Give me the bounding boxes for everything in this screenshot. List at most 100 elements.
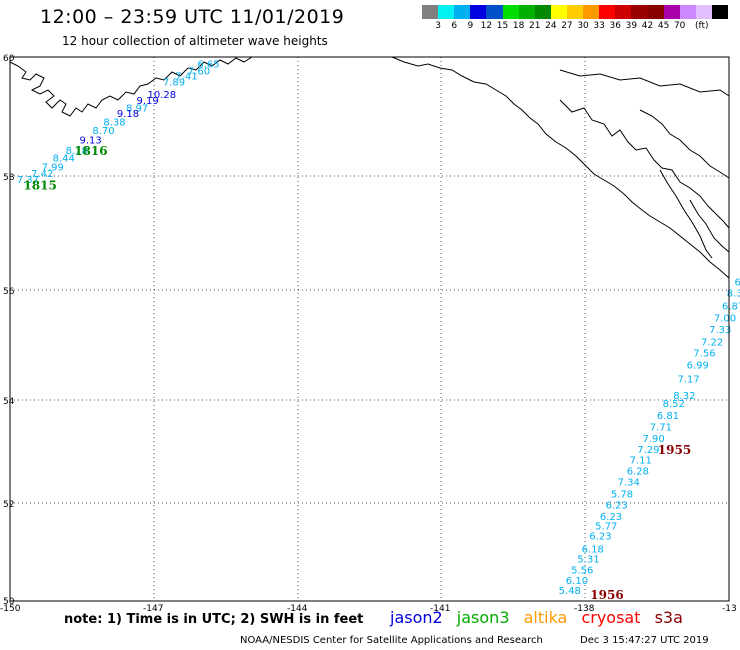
units-note: note: 1) Time is in UTC; 2) SWH is in fe… (64, 612, 364, 627)
wave-height-label: 5.48 (559, 586, 581, 597)
colorbar-swatch (470, 5, 487, 19)
wave-height-label: 7.56 (693, 349, 715, 360)
colorbar-label: 18 (512, 21, 525, 31)
wave-height-label: 7.71 (650, 422, 672, 433)
lat-label: 60 (3, 54, 15, 64)
colorbar-label: 42 (641, 21, 654, 31)
colorbar-label: 33 (593, 21, 605, 31)
wave-height-label: 6.23 (589, 531, 611, 542)
coastline-southeast-alaska (391, 56, 730, 279)
colorbar-swatch (502, 5, 519, 19)
lat-label: 52 (3, 500, 14, 510)
colorbar-swatch (599, 5, 616, 19)
coastline (9, 56, 730, 279)
wave-height-label: 9.13 (80, 135, 102, 146)
wave-height-label: 6.23 (600, 512, 622, 523)
wave-height-label: 7.33 (709, 325, 731, 336)
footer-timestamp: Dec 3 15:47:27 UTC 2019 (580, 635, 709, 646)
wave-height-colorbar (422, 5, 729, 19)
pass-time-label: 1815 (23, 179, 56, 193)
colorbar-label: 27 (561, 21, 573, 31)
wave-height-label: 5.56 (571, 566, 593, 577)
wave-height-label: 6.99 (687, 361, 709, 372)
wave-height-label: 8.70 (92, 126, 114, 137)
pass-time-label: 1956 (590, 588, 623, 602)
colorbar-swatch (422, 5, 439, 19)
wave-height-label: 8.32 (673, 391, 695, 402)
lat-label: 58 (3, 173, 15, 183)
coastline-inner-channels (559, 99, 730, 229)
wave-height-label: 7.37 (17, 175, 39, 186)
colorbar-label: 24 (545, 21, 557, 31)
wave-height-label: 9.19 (137, 96, 159, 107)
footer-credit: NOAA/NESDIS Center for Satellite Applica… (240, 635, 543, 646)
wave-height-label: 7.29 (637, 445, 659, 456)
pass-time-label: 1816 (74, 144, 107, 158)
colorbar-swatch (486, 5, 503, 19)
wave-height-label: 7.17 (678, 374, 700, 385)
colorbar-label: 36 (609, 21, 621, 31)
colorbar-label: 6 (451, 21, 458, 31)
lat-lon-grid (10, 57, 729, 601)
lon-label: -144 (287, 604, 308, 614)
legend-s3a: s3a (654, 608, 683, 627)
colorbar-label: 12 (480, 21, 493, 31)
wave-height-label: 8.97 (126, 104, 148, 115)
colorbar-swatch (438, 5, 455, 19)
satellite-legend: jason2 jason3 altika cryosat s3a (390, 608, 692, 627)
wave-height-label: 10.28 (148, 90, 177, 101)
lon-label: -147 (143, 604, 163, 614)
wave-height-label: 6.87 (722, 301, 740, 312)
legend-altika: altika (523, 608, 568, 627)
wave-height-label: 7.11 (630, 455, 652, 466)
colorbar-swatch (695, 5, 712, 19)
pass-time-label: 1955 (658, 443, 691, 457)
wave-height-label: 7.00 (714, 313, 736, 324)
colorbar-label: (ft) (695, 21, 709, 31)
lat-label: 56 (3, 287, 15, 297)
wave-height-label: 6.81 (657, 411, 679, 422)
colorbar-swatch (647, 5, 664, 19)
wave-height-label: 6.18 (582, 545, 604, 556)
wave-height-label: 7.42 (31, 169, 53, 180)
axis-labels: 60 58 56 54 52 50 -150 -147 -144 -141 -1… (0, 54, 737, 614)
map-subtitle: 12 hour collection of altimeter wave hei… (62, 34, 328, 48)
lon-label: -150 (0, 604, 21, 614)
legend-jason3: jason3 (456, 608, 510, 627)
wave-height-label: 5.31 (577, 554, 599, 565)
colorbar-label: 15 (496, 21, 509, 31)
jason3-track: 6.657.607.417.8910.289.198.979.188.388.7… (17, 60, 220, 193)
legend-jason2: jason2 (390, 608, 443, 627)
colorbar-label: 3 (435, 21, 441, 31)
colorbar-swatch (550, 5, 567, 19)
wave-height-label: 8.18 (66, 146, 88, 157)
wave-height-label: 6.23 (606, 500, 628, 511)
lon-label: -13 (722, 604, 737, 614)
colorbar-swatch (663, 5, 680, 19)
wave-height-label: 6.65 (197, 60, 219, 71)
wave-height-label: 7.60 (188, 66, 210, 77)
colorbar-swatch (454, 5, 471, 19)
wave-height-label: 7.41 (175, 72, 197, 83)
colorbar-swatch (518, 5, 535, 19)
cryosat-track: 387.34.87.236.676.828.386.877.007.337.22… (559, 277, 740, 602)
colorbar-label: 39 (625, 21, 638, 31)
map-frame (9, 56, 730, 602)
wave-height-label: 8.52 (663, 399, 685, 410)
map-title: 12:00 – 23:59 UTC 11/01/2019 (40, 6, 345, 28)
wave-height-label: 6.82 (735, 277, 740, 288)
colorbar-swatch (615, 5, 632, 19)
wave-height-label: 7.22 (701, 338, 723, 349)
coastline-icefield (559, 69, 730, 97)
wave-height-label: 7.34 (618, 478, 640, 489)
wave-height-label: 8.44 (53, 154, 75, 165)
wave-height-label: 8.38 (103, 117, 125, 128)
legend-cryosat: cryosat (581, 608, 641, 627)
lat-label: 54 (3, 397, 15, 407)
lon-label: -138 (574, 604, 595, 614)
wave-height-label: 6.10 (566, 576, 588, 587)
colorbar-labels: 3 6 9 12 15 18 21 24 27 30 33 36 39 42 45 70 (ft) (422, 21, 728, 33)
wave-height-label: 7.99 (42, 163, 64, 174)
colorbar-swatch (583, 5, 600, 19)
